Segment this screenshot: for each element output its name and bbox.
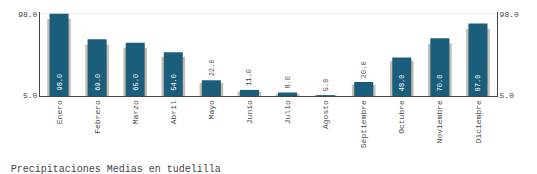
svg-text:98.0: 98.0 bbox=[18, 10, 37, 19]
svg-text:48.0: 48.0 bbox=[398, 74, 406, 91]
svg-text:22.0: 22.0 bbox=[208, 59, 216, 76]
svg-text:5.0: 5.0 bbox=[322, 79, 330, 92]
svg-text:Abril: Abril bbox=[169, 100, 178, 124]
svg-text:54.0: 54.0 bbox=[170, 74, 178, 91]
svg-text:Noviembre: Noviembre bbox=[435, 100, 444, 143]
svg-text:5.0: 5.0 bbox=[500, 91, 515, 100]
svg-text:98.0: 98.0 bbox=[56, 74, 64, 91]
svg-text:8.0: 8.0 bbox=[284, 76, 292, 89]
svg-text:65.0: 65.0 bbox=[132, 74, 140, 91]
svg-text:Febrero: Febrero bbox=[93, 100, 102, 134]
svg-text:Agosto: Agosto bbox=[321, 100, 330, 129]
svg-text:Enero: Enero bbox=[55, 100, 64, 124]
svg-text:Julio: Julio bbox=[283, 100, 292, 124]
svg-text:69.0: 69.0 bbox=[94, 74, 102, 91]
svg-text:98.0: 98.0 bbox=[500, 10, 519, 19]
svg-text:Septiembre: Septiembre bbox=[359, 100, 368, 148]
svg-text:5.0: 5.0 bbox=[23, 91, 38, 100]
svg-text:70.0: 70.0 bbox=[436, 75, 444, 92]
svg-text:87.0: 87.0 bbox=[474, 75, 482, 92]
svg-text:Precipitaciones Medias en tude: Precipitaciones Medias en tudelilla bbox=[11, 164, 221, 174]
svg-text:20.0: 20.0 bbox=[360, 61, 368, 78]
svg-text:11.0: 11.0 bbox=[245, 69, 253, 86]
svg-text:Octubre: Octubre bbox=[397, 100, 406, 134]
svg-text:Marzo: Marzo bbox=[131, 100, 140, 124]
svg-text:Mayo: Mayo bbox=[207, 100, 216, 119]
svg-text:Diciembre: Diciembre bbox=[474, 100, 483, 143]
svg-text:Junio: Junio bbox=[245, 100, 254, 124]
